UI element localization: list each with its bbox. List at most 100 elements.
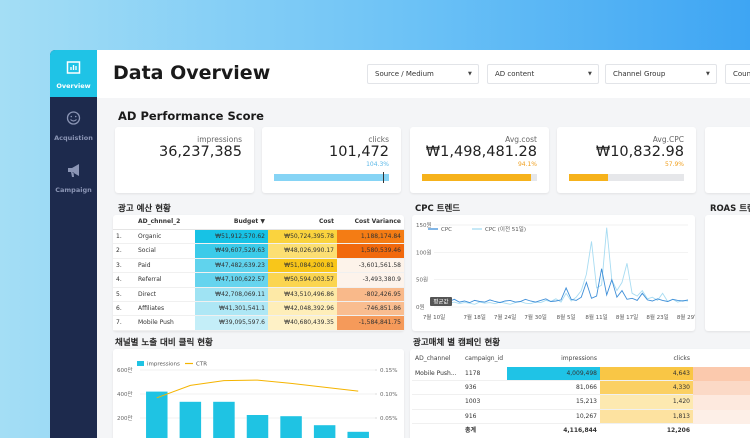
y2-tick-label: 0.15% (380, 368, 397, 374)
column-header: campaign_id (465, 355, 504, 362)
legend-label: impressions (147, 362, 180, 368)
panel-title: ROAS 트렌드 (710, 204, 750, 214)
legend-label: CPC (이전 51일) (485, 225, 526, 233)
scorecard-value: ₩1,498,481.28 (425, 144, 537, 160)
y-tick-label: 0원 (416, 303, 425, 311)
table-cell: ₩49,607,529.63 (195, 244, 268, 259)
filter-dropdown[interactable]: Channel Group ▼ (605, 64, 717, 84)
table-cell: Affiliates (135, 302, 195, 317)
sidebar-item[interactable]: Overview (56, 82, 91, 90)
table-cell-extra (693, 409, 750, 424)
column-header[interactable]: Budget ▼ (233, 218, 265, 225)
legend-label: CTR (196, 362, 207, 368)
table-cell: Social (135, 244, 195, 259)
table-cell: 2. (113, 244, 135, 259)
filter-label: Source / Medium (375, 70, 434, 78)
total-cell: 12,206 (666, 426, 690, 434)
table-cell: 936 (462, 381, 507, 396)
ctr-line (156, 379, 359, 399)
table-cell: ₩51,084,200.81 (268, 258, 337, 274)
filter-label: AD content (495, 70, 535, 78)
sidebar-item[interactable]: Campaign (55, 186, 92, 194)
sidebar-item[interactable]: Acquistion (54, 134, 93, 142)
panel-title: 채널별 노출 대비 클릭 현황 (115, 338, 213, 348)
table-cell: ₩40,680,439.35 (268, 316, 337, 331)
table-cell: Paid (135, 258, 195, 274)
column-header: impressions (561, 355, 597, 362)
table-cell: 6. (113, 302, 135, 317)
progress-track (274, 172, 389, 183)
y-tick-label: 600만 (117, 366, 133, 374)
scorecard-value: ₩10,832.98 (595, 144, 684, 160)
scorecard: impressions 36,237,385 (115, 127, 254, 193)
table-cell: 1178 (462, 367, 507, 382)
cpc-line (433, 227, 689, 305)
progress-fill (422, 174, 532, 181)
total-cell: 4,116,844 (563, 426, 597, 434)
table-cell: ₩47,482,639.23 (195, 258, 268, 274)
x-tick-label: 8월 23일 (646, 313, 668, 321)
filter-label: Count (733, 70, 750, 78)
y2-tick-label: 0.05% (380, 416, 397, 422)
x-tick-label: 8월 11일 (585, 313, 607, 321)
table-cell: 4,009,498 (507, 367, 600, 382)
table-cell: ₩47,100,622.57 (195, 273, 268, 288)
table-cell: -3,601,561.58 (337, 258, 404, 274)
y-tick-label: 50원 (416, 276, 428, 284)
section-title: AD Performance Score (118, 109, 264, 123)
annotation: 평균값 (433, 298, 448, 306)
table-cell: ₩43,510,496.86 (268, 287, 337, 302)
table-cell: ₩42,708,069.11 (195, 287, 268, 302)
y-tick-label: 150원 (416, 221, 432, 229)
table-cell-extra (693, 395, 750, 410)
bar (146, 391, 168, 438)
table-cell: Organic (135, 230, 195, 245)
sidebar (50, 50, 97, 438)
filter-caret: ▼ (706, 71, 710, 77)
filter-dropdown[interactable]: AD content ▼ (487, 64, 599, 84)
bar (347, 431, 369, 438)
panel-title: 광고매체 별 캠페인 현황 (413, 338, 501, 348)
table-cell: -1,584,841.75 (337, 316, 404, 331)
table-cell-extra (693, 381, 750, 396)
icon-megaphone (68, 164, 79, 177)
icon-chart (66, 61, 81, 74)
scorecard-percent: 94.1% (517, 161, 537, 168)
table-cell: 4,330 (600, 381, 693, 396)
table-cell (412, 395, 462, 410)
column-header: Cost Variance (354, 218, 401, 225)
channel-chart: 200만 400만 600만 0.05% 0.10% 0.15% impressions CT… (117, 361, 397, 438)
campaign-panel: AD_channel campaign_id impressions clicks Mo… (410, 349, 750, 438)
column-header: Cost (319, 218, 334, 225)
filter-dropdown[interactable]: Source / Medium ▼ (367, 64, 479, 84)
page-title: Data Overview (113, 62, 271, 84)
icon-smile (70, 119, 77, 122)
y-tick-label: 400만 (117, 390, 133, 398)
panel-title: 광고 예산 현황 (118, 204, 171, 214)
total-label: 총계 (465, 426, 477, 434)
bar (213, 401, 235, 438)
y-tick-label: 100원 (416, 248, 432, 256)
scorecard-label: clicks (368, 135, 389, 144)
y2-tick-label: 0.10% (380, 392, 397, 398)
table-cell: -3,493,380.9 (337, 273, 404, 288)
table-cell: 1. (113, 230, 135, 245)
scorecard: Avg.CPC ₩10,832.98 57.9% (557, 127, 696, 193)
table-cell: ₩42,048,392.96 (268, 302, 337, 317)
x-tick-label: 7월 30일 (524, 313, 546, 321)
table-cell: -802,426.95 (337, 287, 404, 302)
cpc-panel (412, 215, 695, 331)
table-cell: ₩50,594,003.57 (268, 273, 337, 288)
column-header: AD_chnnel_2 (138, 218, 181, 225)
column-header: clicks (673, 355, 690, 362)
budget-panel: AD_chnnel_2 Budget ▼ Cost Cost Variance 1. Or… (113, 215, 404, 331)
icon-smile (74, 115, 77, 118)
bar (179, 401, 202, 438)
table-cell: 1,813 (600, 409, 693, 424)
scorecard-label: Avg.CPC (652, 135, 684, 144)
table-cell: 4. (113, 273, 135, 288)
table-cell: 15,213 (507, 395, 600, 410)
bar (246, 415, 269, 438)
filter-dropdown[interactable]: Count▼ (725, 64, 750, 84)
x-tick-label: 7월 24일 (494, 313, 516, 321)
